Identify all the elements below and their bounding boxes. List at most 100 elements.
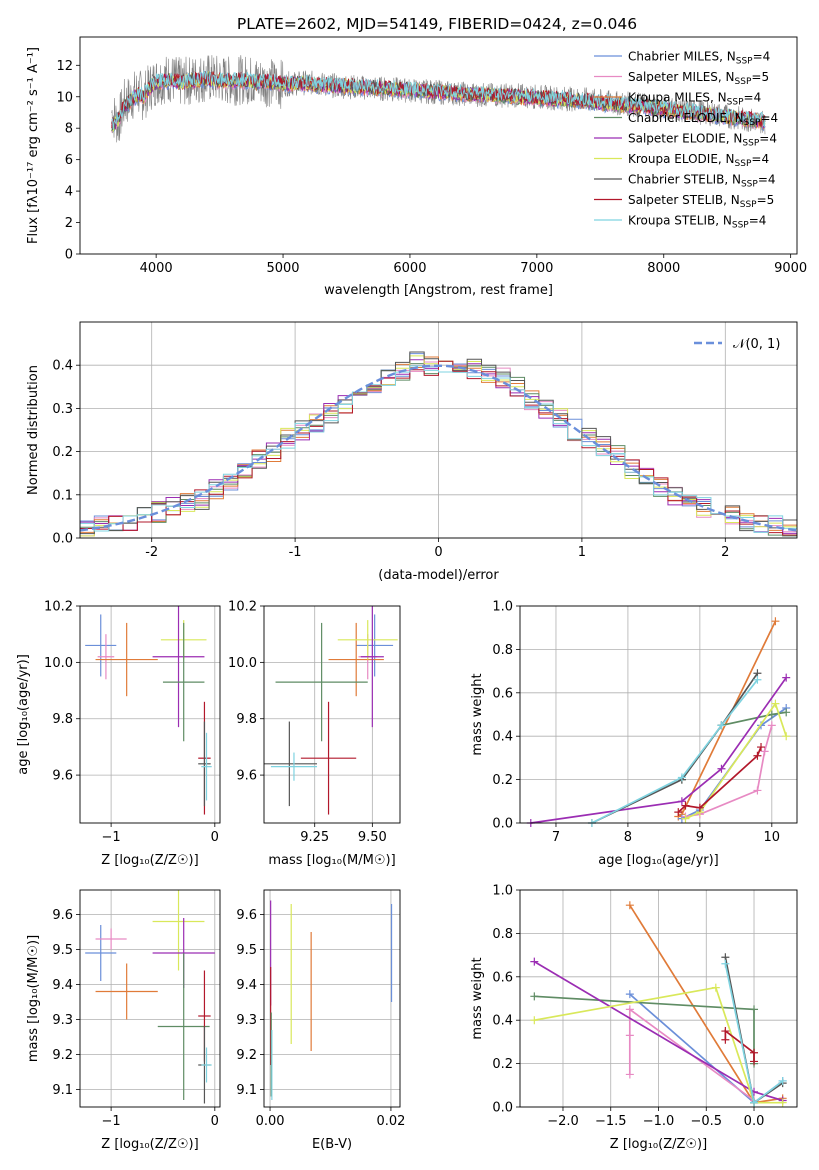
y-tick-label: 10.0 bbox=[44, 656, 73, 671]
error-bars bbox=[85, 890, 215, 1104]
legend-label-main: Chabrier STELIB, N bbox=[628, 173, 741, 187]
y-tick-label: 0.4 bbox=[492, 730, 513, 745]
y-tick-label: 1.0 bbox=[492, 600, 513, 615]
legend-label-tail: =4 bbox=[760, 111, 778, 125]
y-tick-label: 0.0 bbox=[492, 1101, 513, 1116]
legend-label-sub: SSP bbox=[741, 180, 758, 190]
weight-marker-salpeter_stelib bbox=[674, 808, 683, 817]
panel-mass_vs_ebv: 0.00 0.02 9.1 9.2 9.3 9.4 9.5 9.6 E(B-V) bbox=[236, 889, 405, 1152]
axes-frame bbox=[79, 36, 798, 255]
y-tick-label: 9.8 bbox=[52, 712, 73, 727]
legend-label: Chabrier STELIB, NSSP=4 bbox=[628, 173, 776, 190]
y-tick-label: 2 bbox=[65, 216, 73, 231]
weight-marker-salpeter_miles bbox=[767, 721, 776, 730]
legend-label: Kroupa ELODIE, NSSP=4 bbox=[628, 152, 769, 169]
weight-marker-salpeter_stelib bbox=[750, 1057, 759, 1066]
x-tick-label: 9.25 bbox=[300, 830, 329, 845]
x-axis-label: mass [log₁₀(M/M☉)] bbox=[268, 853, 395, 868]
y-tick-label: 9.1 bbox=[236, 1083, 257, 1098]
weight-marker-kroupa_stelib bbox=[717, 721, 726, 730]
x-tick-label: 0 bbox=[434, 545, 442, 560]
y-axis-label: Flux [fλ10⁻¹⁷ erg cm⁻² s⁻¹ A⁻¹] bbox=[26, 47, 41, 244]
weight-marker-salpeter_stelib bbox=[695, 803, 704, 812]
panel-weight_vs_age: 7 8 9 10 0.0 0.2 0.4 0.6 0.8 1.0 age [log₁₀(age/yr… bbox=[470, 600, 798, 868]
legend: 𝒩(0, 1) bbox=[694, 337, 780, 352]
legend-label: Salpeter STELIB, NSSP=5 bbox=[628, 193, 774, 210]
legend-label-sub: SSP bbox=[735, 159, 752, 169]
panel-spectrum: 4000 5000 6000 7000 8000 9000 0 2 4 6 8 10 12 wavelen… bbox=[26, 36, 807, 298]
histograms bbox=[80, 351, 797, 538]
spectrum-lines bbox=[111, 55, 766, 143]
y-tick-label: 10.2 bbox=[228, 600, 257, 615]
y-tick-label: 9.5 bbox=[236, 943, 257, 958]
weight-marker-salpeter_elodie bbox=[677, 797, 686, 806]
weight-marker-salpeter_stelib bbox=[721, 1035, 730, 1044]
weight-line-kroupa_stelib bbox=[591, 679, 759, 824]
x-tick-label: 0 bbox=[211, 830, 219, 845]
legend-label-tail: =5 bbox=[757, 193, 775, 207]
weight-marker-kroupa_miles bbox=[625, 901, 634, 910]
legend-label-main: Salpeter MILES, N bbox=[628, 70, 735, 84]
y-tick-label: 9.3 bbox=[52, 1013, 73, 1028]
legend-label-tail: =4 bbox=[758, 173, 776, 187]
error-bars bbox=[270, 900, 393, 1100]
legend-label-main: Chabrier MILES, N bbox=[628, 50, 736, 64]
x-tick-label: 5000 bbox=[266, 261, 299, 276]
legend-label-sub: SSP bbox=[735, 77, 752, 87]
y-tick-label: 9.8 bbox=[236, 712, 257, 727]
legend-label-main: Salpeter ELODIE, N bbox=[628, 132, 742, 146]
y-tick-label: 0.2 bbox=[492, 1057, 513, 1072]
legend-label-sub: SSP bbox=[744, 118, 761, 128]
x-tick-label: −2.0 bbox=[547, 1114, 579, 1129]
axes-frame bbox=[263, 605, 401, 824]
weight-marker-salpeter_stelib bbox=[757, 743, 766, 752]
legend-label-sub: SSP bbox=[736, 57, 753, 67]
weight-marker-chabrier_elodie bbox=[750, 1005, 759, 1014]
legend-label: Kroupa MILES, NSSP=4 bbox=[628, 91, 761, 108]
weight-line-salpeter_elodie bbox=[530, 677, 787, 824]
weight-marker-kroupa_elodie bbox=[711, 983, 720, 992]
y-tick-label: 0.4 bbox=[492, 1014, 513, 1029]
weight-marker-kroupa_stelib bbox=[750, 1098, 759, 1107]
x-tick-label: 2 bbox=[721, 545, 729, 560]
y-tick-label: 9.6 bbox=[236, 908, 257, 923]
x-tick-label: 9 bbox=[696, 830, 704, 845]
x-tick-label: −1.5 bbox=[595, 1114, 627, 1129]
weight-line-kroupa_elodie bbox=[685, 701, 788, 820]
x-tick-label: 8000 bbox=[647, 261, 680, 276]
legend-label: Kroupa STELIB, NSSP=4 bbox=[628, 214, 766, 231]
axes-frame bbox=[519, 889, 798, 1108]
weight-marker-kroupa_stelib bbox=[721, 959, 730, 968]
y-tick-label: 0.1 bbox=[52, 488, 73, 503]
weight-marker-chabrier_elodie bbox=[767, 710, 776, 719]
y-axis-label: mass weight bbox=[470, 957, 485, 1039]
legend-label-main: Chabrier ELODIE, N bbox=[628, 111, 744, 125]
weight-marker-kroupa_elodie bbox=[771, 699, 780, 708]
y-tick-label: 0.2 bbox=[52, 445, 73, 460]
error-bars bbox=[264, 606, 398, 815]
y-tick-label: 9.1 bbox=[52, 1083, 73, 1098]
legend-label: Chabrier ELODIE, NSSP=4 bbox=[628, 111, 778, 128]
weight-marker-kroupa_elodie bbox=[681, 814, 690, 823]
legend-label-tail: =4 bbox=[744, 91, 762, 105]
error-bars bbox=[85, 606, 212, 815]
y-tick-label: 0.8 bbox=[492, 927, 513, 942]
axes-frame bbox=[263, 889, 401, 1108]
legend-label-tail: =4 bbox=[759, 132, 777, 146]
x-tick-label: 0.02 bbox=[376, 1114, 405, 1129]
y-tick-label: 9.2 bbox=[236, 1048, 257, 1063]
legend-label: Salpeter MILES, NSSP=5 bbox=[628, 70, 769, 87]
legend-label-main: Salpeter STELIB, N bbox=[628, 193, 740, 207]
legend-label-sub: SSP bbox=[742, 139, 759, 149]
panel-weight_vs_Z: −2.0 −1.5 −1.0 −0.5 0.0 0.0 0.2 0.4 0.6 0.8 1.0 Z [… bbox=[470, 884, 798, 1152]
weight-marker-salpeter_stelib bbox=[753, 751, 762, 760]
y-axis-label: mass weight bbox=[470, 673, 485, 755]
y-axis-label: mass [log₁₀(M/M☉)] bbox=[26, 935, 41, 1062]
legend-label-main: Kroupa ELODIE, N bbox=[628, 152, 735, 166]
y-axis-label: age [log₁₀(age/yr)] bbox=[16, 654, 31, 775]
weight-marker-kroupa_elodie bbox=[530, 1016, 539, 1025]
weight-marker-salpeter_stelib bbox=[750, 1048, 759, 1057]
panel-age_vs_mass: 9.25 9.50 9.6 9.8 10.0 10.2 mass [log₁₀(M/M☉)] bbox=[228, 600, 401, 868]
